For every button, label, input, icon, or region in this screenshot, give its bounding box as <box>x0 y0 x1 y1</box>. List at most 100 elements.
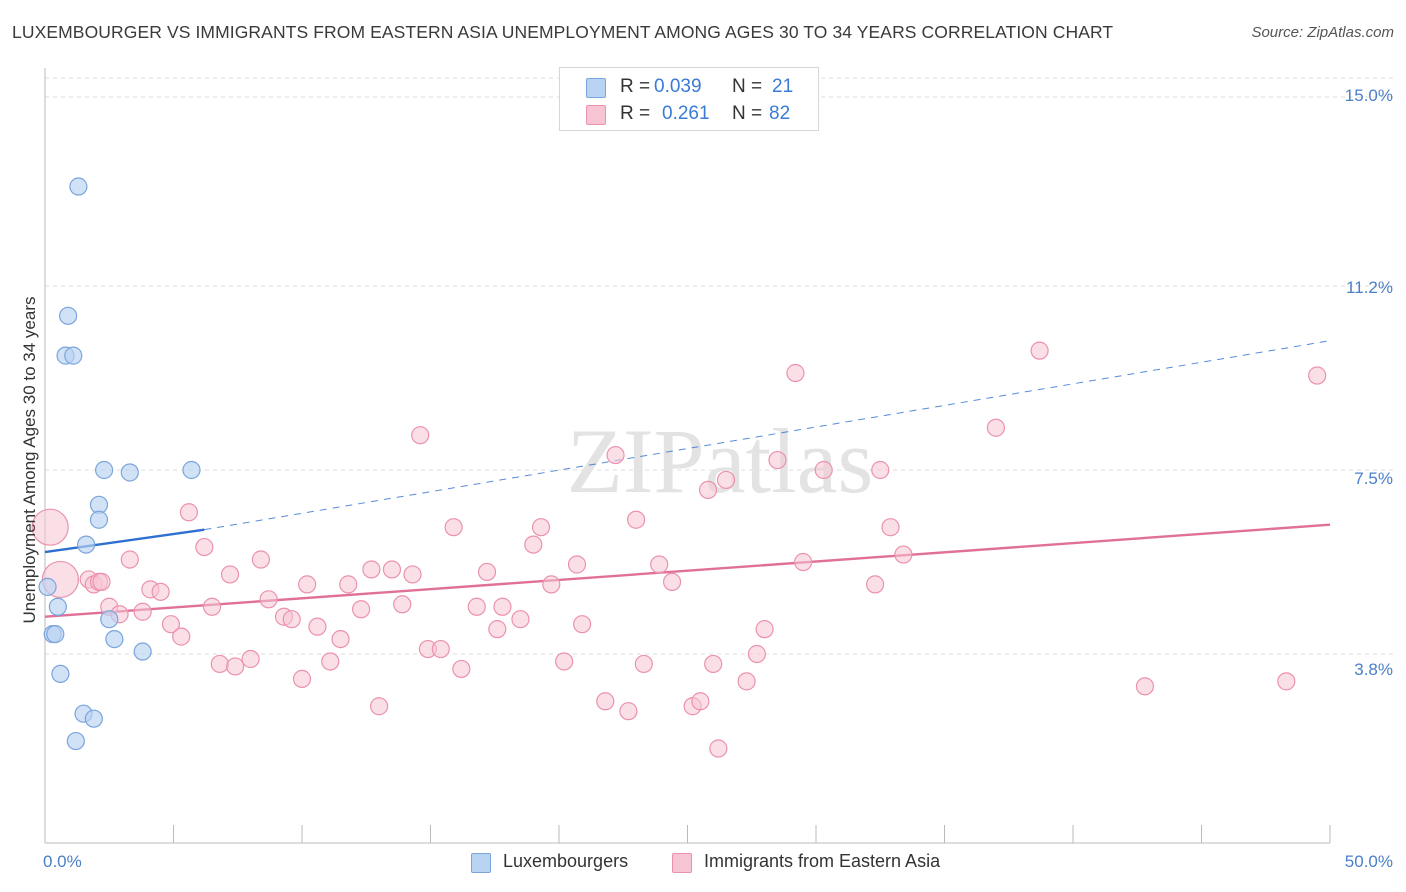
luxembourgers-point <box>77 535 96 554</box>
immigrants-point <box>452 659 471 679</box>
immigrants-point <box>362 560 381 579</box>
immigrants-point <box>747 644 766 664</box>
immigrants-point <box>894 545 913 564</box>
luxembourgers-point <box>38 577 57 596</box>
luxembourgers-point <box>66 731 85 751</box>
luxembourgers-point <box>46 625 65 644</box>
immigrants-point <box>202 597 222 616</box>
immigrants-point <box>871 460 890 480</box>
immigrants-point <box>31 508 69 546</box>
immigrants-point <box>1135 677 1155 696</box>
immigrants-point <box>92 572 111 592</box>
immigrants-point <box>467 597 486 616</box>
immigrants-point <box>531 518 551 537</box>
immigrants-point <box>524 535 543 554</box>
immigrants-point <box>755 620 774 639</box>
immigrants-point <box>881 518 900 537</box>
luxembourgers-point <box>89 510 109 529</box>
immigrants-point <box>179 503 199 522</box>
legend-swatch-pink <box>586 105 606 125</box>
luxembourgers-point <box>69 177 88 196</box>
immigrants-trend-line <box>44 523 1331 618</box>
immigrants-point <box>737 672 756 691</box>
immigrants-point <box>298 575 317 594</box>
legend-label: Immigrants from Eastern Asia <box>704 851 941 871</box>
trend-lines <box>44 340 1331 618</box>
immigrants-point <box>493 597 512 616</box>
immigrants-point <box>1308 366 1327 385</box>
immigrants-point <box>411 426 430 445</box>
immigrants-point <box>331 629 350 649</box>
immigrants-point <box>768 450 787 470</box>
immigrants-point <box>382 560 402 579</box>
immigrants-point <box>226 657 245 676</box>
immigrants-point <box>704 654 723 674</box>
immigrants-point <box>786 363 805 383</box>
y-tick-label: 3.8% <box>1354 660 1393 679</box>
immigrants-point <box>393 595 412 614</box>
immigrants-point <box>339 575 358 594</box>
luxembourgers-point <box>95 460 114 480</box>
immigrants-point <box>444 518 463 537</box>
immigrants-point <box>321 652 340 671</box>
luxembourgers-point <box>105 629 124 649</box>
immigrants-point <box>626 510 646 529</box>
luxembourgers-point <box>51 664 70 684</box>
immigrants-point <box>120 550 139 569</box>
y-tick-label: 15.0% <box>1344 86 1393 105</box>
luxembourgers-point <box>59 306 78 325</box>
immigrants-point <box>555 652 574 671</box>
legend-swatch-blue <box>471 853 491 873</box>
legend-label: Luxembourgers <box>503 851 629 871</box>
immigrants-point <box>573 615 592 634</box>
y-axis-label: Unemployment Among Ages 30 to 34 years <box>20 296 39 624</box>
legend-r-label: R = <box>620 76 651 97</box>
luxembourgers-trend-line <box>44 528 205 554</box>
legend-r-value: 0.261 <box>662 103 710 124</box>
immigrants-point <box>241 649 260 669</box>
immigrants-point <box>986 418 1006 437</box>
immigrants-point <box>431 639 450 659</box>
legend-n-label: N = <box>732 103 763 124</box>
immigrants-point <box>282 610 301 629</box>
immigrants-point <box>698 480 718 499</box>
immigrants-point <box>220 565 240 584</box>
immigrants-point <box>195 537 214 557</box>
y-tick-label: 11.2% <box>1346 278 1393 297</box>
immigrants-point <box>488 620 507 639</box>
immigrants-point <box>596 692 615 711</box>
immigrants-point <box>606 445 625 465</box>
luxembourgers-point <box>120 463 139 482</box>
legend-r-label: R = <box>620 103 651 124</box>
immigrants-point <box>161 615 181 634</box>
immigrants-point <box>370 697 389 716</box>
immigrants-point <box>691 692 710 711</box>
legend-swatch-pink <box>672 853 692 873</box>
axes <box>44 68 1331 844</box>
immigrants-point <box>634 654 653 674</box>
immigrants-point <box>814 460 833 480</box>
immigrants-point <box>352 600 371 619</box>
immigrants-point <box>133 602 152 621</box>
immigrants-point <box>259 590 278 609</box>
immigrants-point <box>308 617 327 636</box>
luxembourgers-trend-extension <box>204 340 1331 531</box>
immigrants-point <box>477 562 497 582</box>
legend-n-label: N = <box>732 76 763 97</box>
luxembourgers-point <box>182 460 201 480</box>
immigrants-point <box>650 555 669 574</box>
immigrants-point <box>151 582 170 601</box>
legend-n-value: 21 <box>772 76 794 97</box>
luxembourgers-point <box>48 597 67 616</box>
data-points <box>31 177 1327 758</box>
luxembourgers-point <box>133 642 152 661</box>
immigrants-point <box>866 575 885 594</box>
immigrants-point <box>567 555 587 574</box>
immigrants-point <box>794 552 813 572</box>
immigrants-point <box>662 572 682 592</box>
luxembourgers-point <box>84 709 103 728</box>
luxembourgers-point <box>64 346 83 365</box>
immigrants-point <box>403 565 422 584</box>
immigrants-point <box>172 627 191 646</box>
